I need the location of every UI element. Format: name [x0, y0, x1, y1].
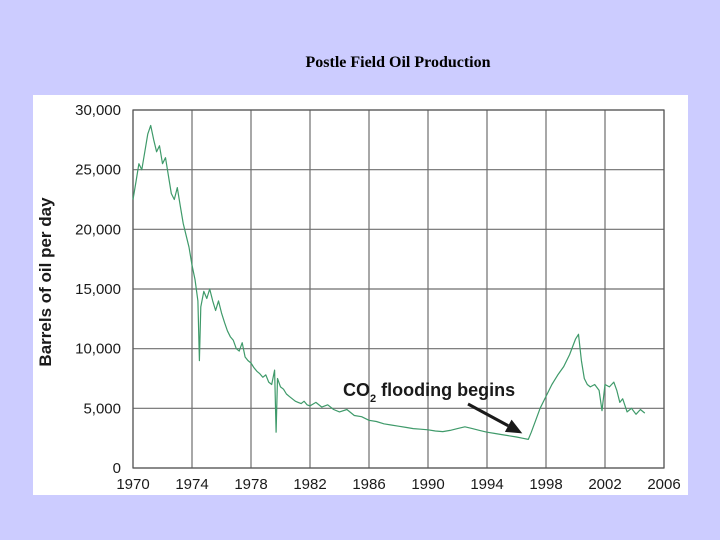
x-tick-label: 1998	[529, 476, 562, 493]
annotation-subscript: 2	[370, 393, 376, 405]
x-tick-label: 2002	[588, 476, 621, 493]
x-tick-label: 1994	[470, 476, 503, 493]
y-tick-labels: 0 5,000 10,000 15,000 20,000 25,000 30,000	[75, 102, 121, 477]
x-tick-label: 1970	[116, 476, 149, 493]
annotation-text: CO2 flooding begins	[343, 380, 515, 405]
y-tick-label: 10,000	[75, 341, 121, 358]
series-layer	[132, 124, 646, 440]
annotation-arrowhead	[504, 419, 523, 434]
chart-panel	[33, 95, 688, 495]
y-tick-label: 20,000	[75, 221, 121, 238]
co2-annotation: CO2 flooding begins	[343, 380, 523, 434]
grid-lines	[132, 109, 665, 469]
x-tick-label: 1982	[293, 476, 326, 493]
x-tick-label: 2006	[647, 476, 680, 493]
y-tick-label: 0	[113, 460, 121, 477]
plot-frame	[132, 109, 665, 469]
annotation-arrow	[467, 402, 509, 428]
slide-title: Postle Field Oil Production	[305, 54, 491, 71]
x-tick-labels: 1970 1974 1978 1982 1986 1990 1994 1998 2002 2006	[116, 476, 680, 493]
y-tick-label: 15,000	[75, 281, 121, 298]
series-line	[132, 124, 646, 440]
x-tick-label: 1986	[352, 476, 385, 493]
y-tick-label: 5,000	[83, 400, 121, 417]
y-tick-label: 25,000	[75, 162, 121, 179]
x-tick-label: 1978	[234, 476, 267, 493]
y-tick-label: 30,000	[75, 102, 121, 119]
x-tick-label: 1990	[411, 476, 444, 493]
annotation-rest: flooding begins	[376, 380, 515, 400]
x-tick-label: 1974	[175, 476, 208, 493]
y-axis-label: Barrels of oil per day	[36, 197, 55, 367]
annotation-co: CO	[343, 380, 370, 400]
